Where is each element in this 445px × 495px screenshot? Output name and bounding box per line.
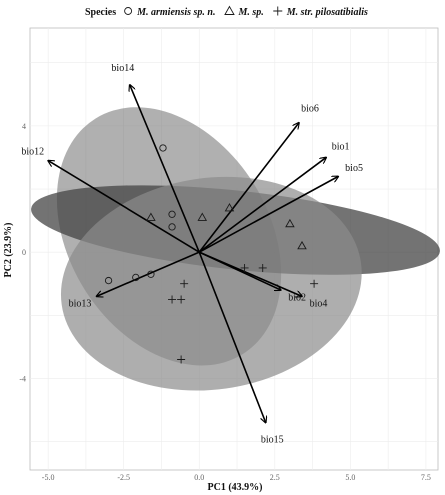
legend-key-plus: [273, 6, 283, 16]
point-triangle: [146, 212, 156, 221]
y-tick-label: 0: [22, 248, 26, 257]
loading-arrow-bio15: [198, 251, 265, 422]
point-triangle: [285, 218, 295, 228]
point-plus: [177, 295, 186, 304]
point-circle: [104, 276, 113, 285]
legend-key-circle: [124, 7, 133, 15]
data-points: [104, 144, 319, 364]
loading-label-bio5: bio5: [345, 163, 363, 174]
point-plus: [240, 263, 249, 272]
legend-key-triangle: [224, 5, 235, 15]
grid-lines: [30, 28, 438, 470]
point-plus: [310, 279, 319, 288]
x-tick-label: 2.5: [270, 473, 280, 482]
loading-label-bio12: bio12: [21, 146, 44, 157]
x-axis-title: PC1 (43.9%): [208, 482, 263, 493]
loading-label-bio2: bio2: [288, 293, 306, 304]
point-circle: [159, 144, 167, 152]
legend-entry-plus: M. str. pilosatibialis: [273, 6, 368, 18]
loading-arrow-bio14: [130, 85, 200, 253]
legend-entry-triangle: M. sp.: [224, 5, 264, 18]
y-axis-title: PC2 (23.9%): [3, 223, 14, 278]
point-plus: [177, 355, 186, 364]
point-circle: [147, 270, 155, 278]
y-tick-label: 4: [22, 122, 26, 131]
point-circle: [168, 210, 176, 218]
loading-arrow-bio1: [198, 157, 326, 253]
legend: Species M. armiensis sp. n. M. sp. M. str.…: [85, 5, 368, 18]
loading-arrow-bio4: [198, 251, 302, 296]
loading-label-bio13: bio13: [69, 298, 92, 309]
x-tick-label: -2.5: [117, 473, 130, 482]
confidence-ellipses: [31, 107, 440, 391]
loading-label-bio4: bio4: [310, 298, 328, 309]
axis-ticks: -5.0 -2.5 0.0 2.5 5.0 7.5 -4 0 4: [19, 122, 431, 482]
point-plus: [168, 295, 177, 304]
legend-title: Species: [85, 7, 116, 18]
loading-label-bio1: bio1: [332, 142, 350, 153]
loading-labels: bio14 bio6 bio1 bio5 bio12 bio13 bio2 bio4 bio15: [21, 63, 363, 445]
x-tick-label: 7.5: [421, 473, 431, 482]
x-tick-label: 5.0: [345, 473, 355, 482]
legend-label: M. str. pilosatibialis: [286, 7, 368, 18]
x-tick-label: -5.0: [42, 473, 55, 482]
plot-panel: bio14 bio6 bio1 bio5 bio12 bio13 bio2 bio4 bio15: [21, 27, 440, 471]
point-plus: [258, 263, 267, 272]
point-triangle: [224, 203, 235, 212]
loading-label-bio14: bio14: [111, 63, 134, 74]
x-tick-label: 0.0: [194, 473, 204, 482]
loading-arrow-bio5: [198, 176, 338, 253]
legend-label: M. sp.: [237, 7, 263, 18]
legend-entry-circle: M. armiensis sp. n.: [124, 7, 215, 18]
loading-arrow-bio6: [198, 123, 299, 253]
point-triangle: [197, 212, 208, 221]
legend-label: M. armiensis sp. n.: [136, 7, 215, 18]
point-circle: [132, 273, 140, 282]
y-tick-label: -4: [19, 374, 26, 383]
point-plus: [180, 279, 189, 288]
loading-label-bio15: bio15: [261, 434, 284, 445]
point-triangle: [297, 240, 307, 250]
loading-arrow-bio12: [48, 161, 200, 253]
point-circle: [168, 223, 176, 231]
loading-arrows: [48, 85, 338, 423]
loading-label-bio6: bio6: [301, 103, 319, 114]
